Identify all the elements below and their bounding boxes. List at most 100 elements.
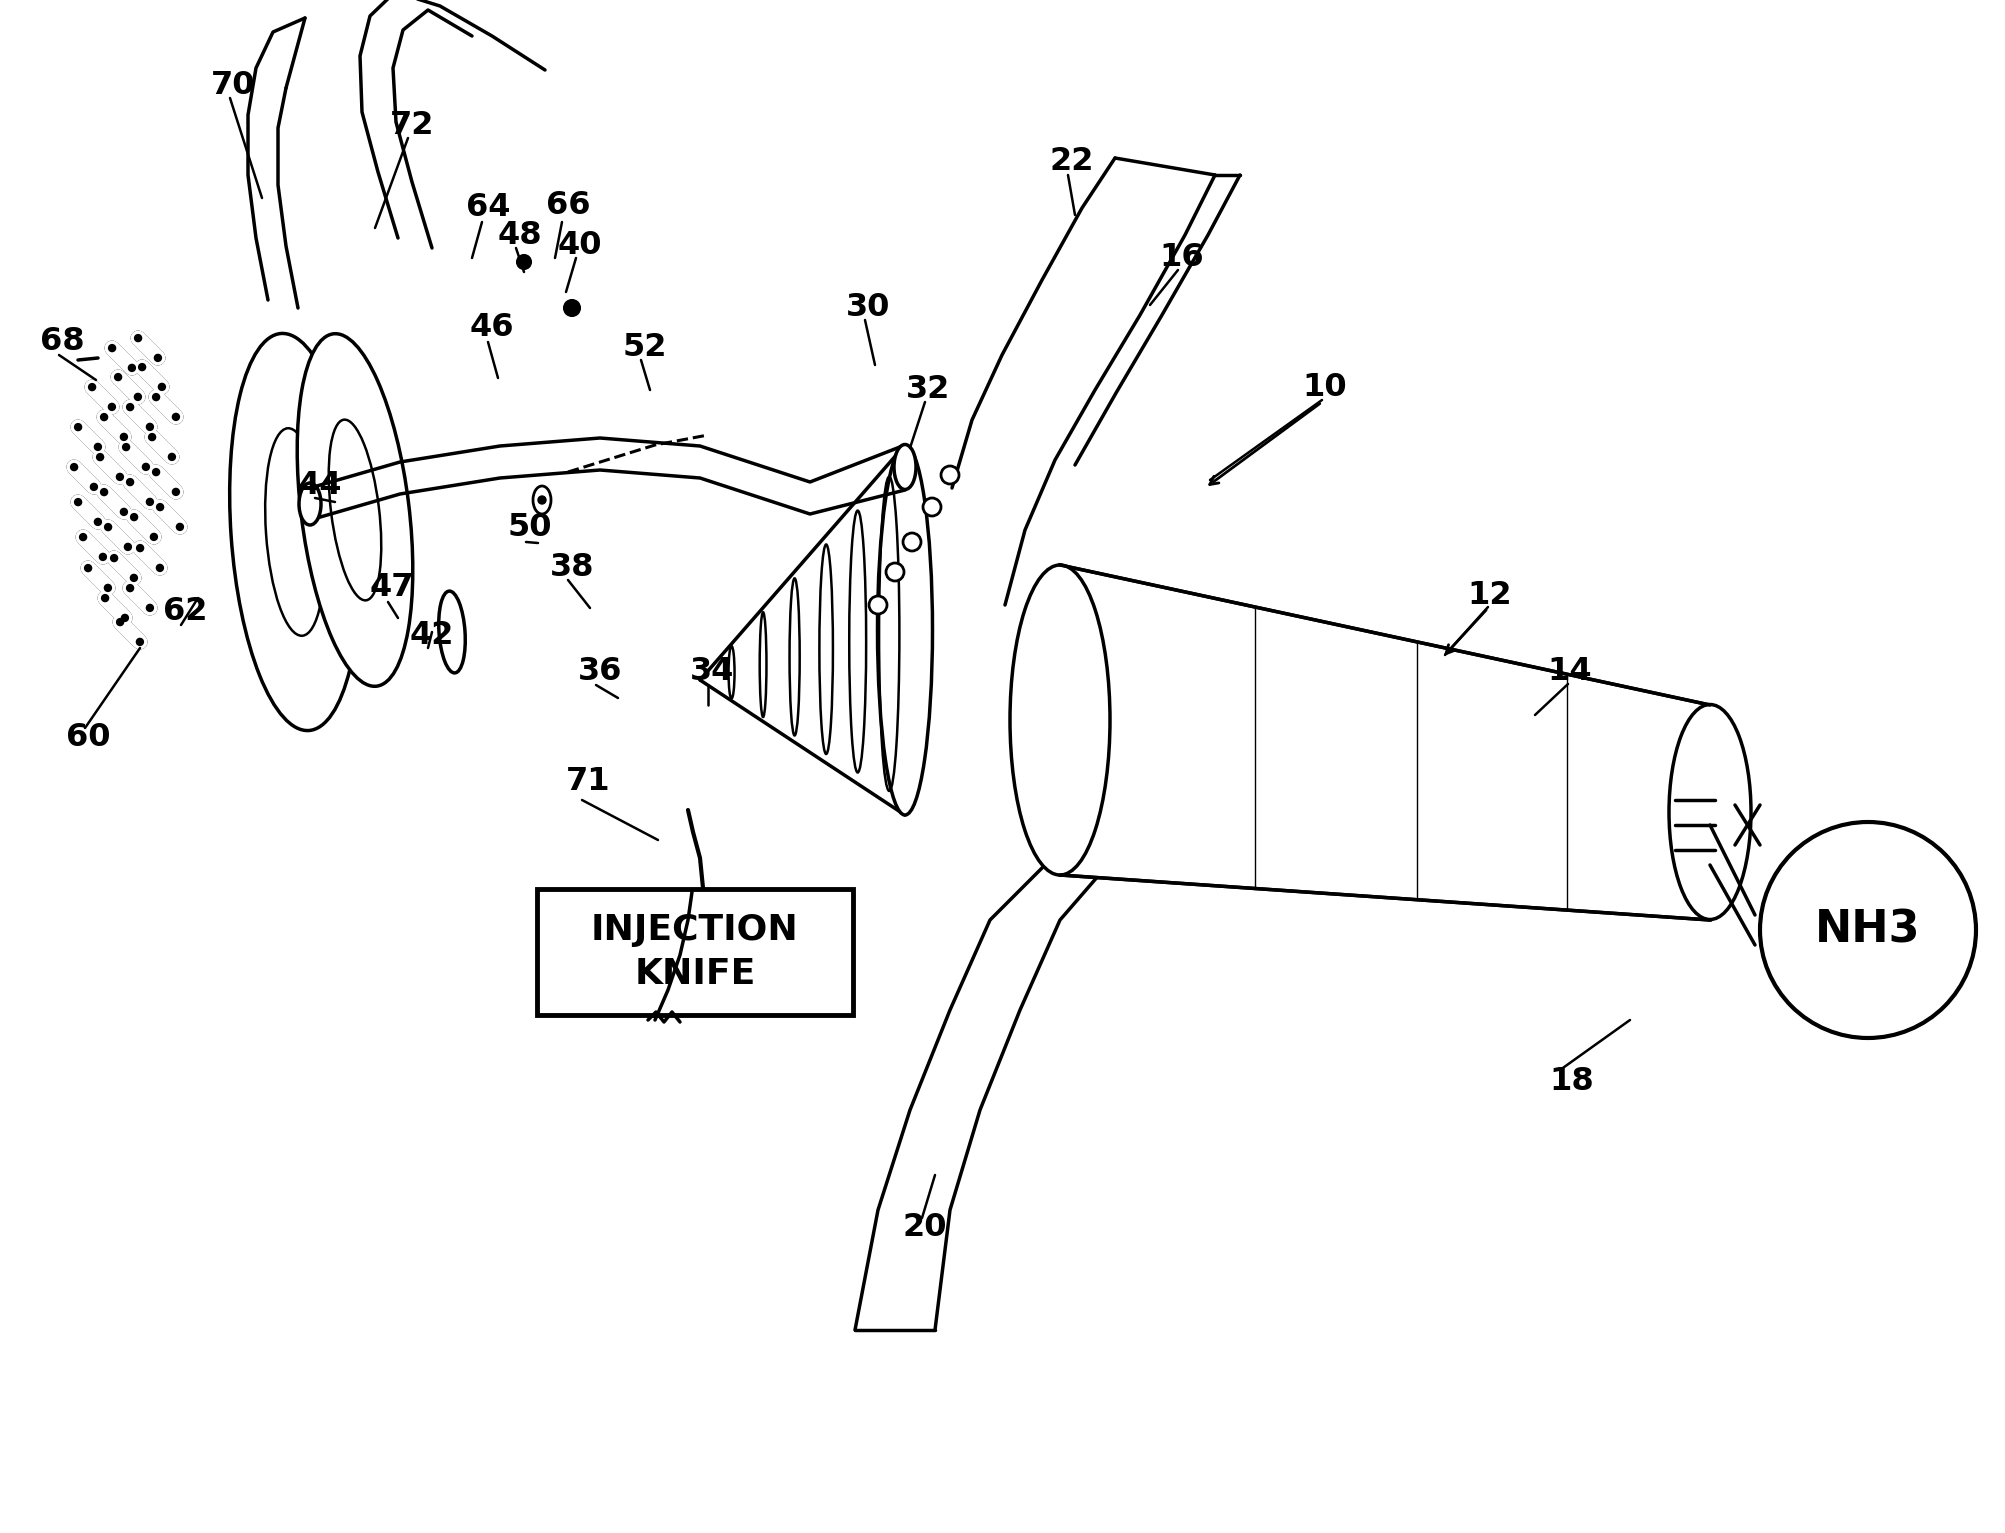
Text: INJECTION: INJECTION <box>591 914 798 947</box>
Circle shape <box>886 563 904 581</box>
Ellipse shape <box>299 483 321 524</box>
Circle shape <box>102 595 108 601</box>
Circle shape <box>172 489 178 495</box>
Circle shape <box>126 403 134 411</box>
Text: 68: 68 <box>40 327 84 357</box>
Circle shape <box>146 423 152 431</box>
Ellipse shape <box>533 486 551 514</box>
Circle shape <box>902 533 920 550</box>
Text: 48: 48 <box>497 219 541 250</box>
Circle shape <box>146 498 152 506</box>
Text: 66: 66 <box>545 190 589 221</box>
Ellipse shape <box>876 445 932 816</box>
Circle shape <box>122 443 130 451</box>
Circle shape <box>152 469 160 475</box>
Circle shape <box>154 354 160 362</box>
Circle shape <box>1758 822 1975 1038</box>
Text: KNIFE: KNIFE <box>634 957 756 990</box>
Text: 12: 12 <box>1468 579 1512 610</box>
Text: 20: 20 <box>902 1213 946 1243</box>
Circle shape <box>100 414 108 420</box>
Circle shape <box>116 474 124 480</box>
Ellipse shape <box>329 420 381 601</box>
Text: 46: 46 <box>469 313 513 343</box>
Ellipse shape <box>894 445 916 489</box>
Circle shape <box>517 254 531 268</box>
Circle shape <box>94 518 102 526</box>
Text: 34: 34 <box>690 656 734 687</box>
Circle shape <box>138 363 146 371</box>
Text: 14: 14 <box>1548 656 1592 687</box>
Ellipse shape <box>265 428 325 636</box>
Text: 36: 36 <box>577 656 622 687</box>
Circle shape <box>537 497 545 504</box>
Circle shape <box>868 596 886 615</box>
Circle shape <box>136 544 144 552</box>
Circle shape <box>120 509 128 515</box>
Text: 50: 50 <box>507 512 551 544</box>
Circle shape <box>84 564 92 572</box>
Circle shape <box>80 533 86 541</box>
Circle shape <box>156 504 164 510</box>
Circle shape <box>563 300 579 316</box>
Circle shape <box>128 365 134 371</box>
Text: 52: 52 <box>622 333 668 363</box>
Text: 10: 10 <box>1301 373 1347 403</box>
Circle shape <box>104 584 112 592</box>
Text: 44: 44 <box>297 469 343 500</box>
Circle shape <box>90 483 98 491</box>
Circle shape <box>130 575 136 581</box>
Ellipse shape <box>229 334 361 731</box>
Text: 72: 72 <box>389 109 433 141</box>
Circle shape <box>100 553 106 561</box>
Circle shape <box>88 383 96 391</box>
Text: 62: 62 <box>162 596 207 627</box>
Circle shape <box>104 524 112 530</box>
Circle shape <box>136 638 142 645</box>
Circle shape <box>122 615 128 621</box>
Text: 47: 47 <box>369 572 415 604</box>
Text: 40: 40 <box>557 230 602 261</box>
Circle shape <box>108 345 116 351</box>
Ellipse shape <box>297 334 413 687</box>
Circle shape <box>148 434 156 440</box>
Circle shape <box>126 478 134 486</box>
Text: 30: 30 <box>846 293 890 323</box>
Circle shape <box>70 463 78 471</box>
Circle shape <box>74 423 82 431</box>
Circle shape <box>134 394 140 400</box>
Polygon shape <box>1059 566 1708 920</box>
FancyBboxPatch shape <box>537 889 852 1015</box>
Circle shape <box>126 584 134 592</box>
Ellipse shape <box>1668 705 1750 920</box>
Text: 64: 64 <box>465 193 509 224</box>
Ellipse shape <box>1009 566 1109 875</box>
Circle shape <box>96 454 104 460</box>
Circle shape <box>146 604 152 612</box>
Text: 71: 71 <box>565 766 610 797</box>
Circle shape <box>172 414 178 420</box>
Text: 32: 32 <box>906 374 950 406</box>
Circle shape <box>94 443 102 451</box>
Circle shape <box>142 463 148 471</box>
Circle shape <box>176 523 182 530</box>
Text: 38: 38 <box>549 552 593 584</box>
Circle shape <box>100 489 108 495</box>
Circle shape <box>134 334 142 342</box>
Circle shape <box>130 514 138 521</box>
Circle shape <box>120 434 128 440</box>
Text: 42: 42 <box>409 619 453 650</box>
Text: 18: 18 <box>1548 1067 1594 1098</box>
Text: 16: 16 <box>1159 242 1203 273</box>
Circle shape <box>74 498 82 506</box>
Text: 60: 60 <box>66 722 110 754</box>
Circle shape <box>110 555 118 561</box>
Circle shape <box>940 466 958 484</box>
Circle shape <box>116 619 124 625</box>
Circle shape <box>124 543 132 550</box>
Ellipse shape <box>439 592 465 673</box>
Circle shape <box>150 533 156 541</box>
Circle shape <box>922 498 940 517</box>
Text: 22: 22 <box>1049 147 1093 178</box>
Circle shape <box>108 403 116 411</box>
